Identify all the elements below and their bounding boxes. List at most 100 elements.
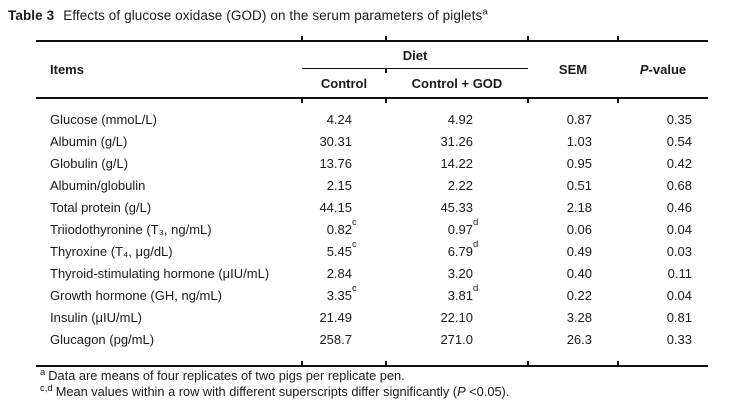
control-number: 0.82 <box>326 221 352 237</box>
control-god-value: 4.92 <box>386 112 528 127</box>
table-number: Table 3 <box>8 8 55 23</box>
column-tick <box>301 361 303 365</box>
control-god-superscript: d <box>473 216 479 228</box>
pvalue-value: 0.04 <box>618 222 708 237</box>
control-god-number: 31.26 <box>440 133 473 149</box>
item-label: Insulin (μIU/mL) <box>50 309 143 325</box>
control-number: 4.24 <box>326 111 352 127</box>
control-value: 0.82 c <box>302 217 386 237</box>
serum-parameters-table: Items Diet Control Control + GOD SEM P -v… <box>36 36 708 367</box>
sem-number: 0.22 <box>566 287 592 303</box>
footnote-cd-superscript: c,d <box>40 382 53 394</box>
sem-value: 0.51 <box>528 178 618 193</box>
pvalue-number: 0.35 <box>666 111 692 127</box>
table-row: Albumin (g/L) 30.31 31.26 1.03 0.54 <box>36 130 708 152</box>
column-tick <box>617 361 619 365</box>
control-god-value: 3.20 <box>386 266 528 281</box>
control-god-number: 6.79 <box>447 243 473 259</box>
control-number: 5.45 <box>326 243 352 259</box>
pvalue-number: 0.81 <box>666 309 692 325</box>
sem-value: 1.03 <box>528 134 618 149</box>
sem-number: 0.06 <box>566 221 592 237</box>
table-body: Glucose (mmoL/L) 4.24 4.92 0.87 0.35 Alb… <box>36 99 708 365</box>
sem-number: 2.18 <box>566 199 592 215</box>
top-rule <box>36 36 708 42</box>
sem-value: 0.49 <box>528 244 618 259</box>
control-value: 44.15 <box>302 200 386 215</box>
table-row: Total protein (g/L) 44.15 45.33 2.18 0.4… <box>36 196 708 218</box>
pvalue-value: 0.11 <box>618 266 708 281</box>
control-value: 3.35 c <box>302 283 386 302</box>
pvalue-number: 0.54 <box>666 133 692 149</box>
control-god-value: 271.0 <box>386 332 528 347</box>
pvalue-number: 0.42 <box>666 155 692 171</box>
column-tick <box>385 69 387 73</box>
pvalue-value: 0.33 <box>618 332 708 347</box>
header-pvalue-rest: -value <box>648 62 687 77</box>
sem-value: 2.18 <box>528 200 618 215</box>
header-diet-group: Diet <box>302 42 528 73</box>
table-row: Insulin (μIU/mL) 21.49 22.10 3.28 0.81 <box>36 306 708 328</box>
header-rule <box>36 97 708 103</box>
column-tick <box>301 36 303 40</box>
header-control-god: Control + GOD <box>411 75 503 91</box>
item-label: Glucagon (pg/mL) <box>50 331 155 347</box>
column-tick <box>527 99 529 103</box>
header-items: Items <box>50 62 84 77</box>
control-god-number: 4.92 <box>447 111 473 127</box>
footnote-cd-text-before: Mean values within a row with different … <box>55 384 458 399</box>
sem-number: 0.51 <box>566 177 592 193</box>
sem-value: 0.87 <box>528 112 618 127</box>
control-number: 13.76 <box>319 155 352 171</box>
item-label: Growth hormone (GH, ng/mL) <box>50 287 222 303</box>
pvalue-number: 0.03 <box>666 243 692 259</box>
column-tick <box>527 361 529 365</box>
pvalue-number: 0.04 <box>666 287 692 303</box>
item-label: Thyroxine (T₄, μg/dL) <box>50 243 173 259</box>
item-label: Glucose (mmoL/L) <box>50 111 157 127</box>
column-tick <box>527 36 529 40</box>
control-god-value: 0.97 d <box>386 217 528 236</box>
sem-value: 3.28 <box>528 310 618 325</box>
item-label: Globulin (g/L) <box>50 155 129 171</box>
control-value: 30.31 <box>302 134 386 149</box>
table-row: Growth hormone (GH, ng/mL) 3.35 c 3.81 d 0… <box>36 283 708 306</box>
control-god-value: 45.33 <box>386 200 528 215</box>
control-number: 30.31 <box>319 133 352 149</box>
table-row: Glucose (mmoL/L) 4.24 4.92 0.87 0.35 <box>36 108 708 130</box>
sem-number: 0.49 <box>566 243 592 259</box>
pvalue-value: 0.03 <box>618 244 708 259</box>
control-god-value: 3.81 d <box>386 283 528 302</box>
pvalue-value: 0.42 <box>618 156 708 171</box>
table-caption: Table 3 Effects of glucose oxidase (GOD) … <box>8 7 488 23</box>
header-pvalue: P -value <box>618 42 708 97</box>
pvalue-value: 0.04 <box>618 288 708 303</box>
sem-value: 0.95 <box>528 156 618 171</box>
control-number: 258.7 <box>319 331 352 347</box>
pvalue-value: 0.54 <box>618 134 708 149</box>
control-god-number: 45.33 <box>440 199 473 215</box>
control-value: 2.84 <box>302 266 386 281</box>
header-pvalue-italic-p: P <box>639 62 649 77</box>
column-tick <box>385 361 387 365</box>
sem-value: 0.22 <box>528 288 618 303</box>
column-tick <box>385 36 387 40</box>
control-god-value: 14.22 <box>386 156 528 171</box>
table-footnotes: a Data are means of four replicates of tw… <box>40 367 510 400</box>
control-value: 21.49 <box>302 310 386 325</box>
table-row: Triiodothyronine (T₃, ng/mL) 0.82 c 0.97 d… <box>36 217 708 240</box>
bottom-rule <box>36 361 708 367</box>
control-god-value: 6.79 d <box>386 239 528 259</box>
control-god-number: 22.10 <box>440 309 473 325</box>
sem-number: 1.03 <box>566 133 592 149</box>
control-god-number: 271.0 <box>440 331 473 347</box>
header-diet-label: Diet <box>402 47 428 63</box>
control-value: 5.45 c <box>302 239 386 259</box>
footnote-a: a Data are means of four replicates of tw… <box>40 367 509 384</box>
pvalue-number: 0.11 <box>667 265 692 281</box>
footnote-cd-text-after: <0.05). <box>465 384 510 399</box>
control-god-superscript: d <box>473 238 479 250</box>
pvalue-value: 0.35 <box>618 112 708 127</box>
pvalue-value: 0.46 <box>618 200 708 215</box>
pvalue-value: 0.81 <box>618 310 708 325</box>
